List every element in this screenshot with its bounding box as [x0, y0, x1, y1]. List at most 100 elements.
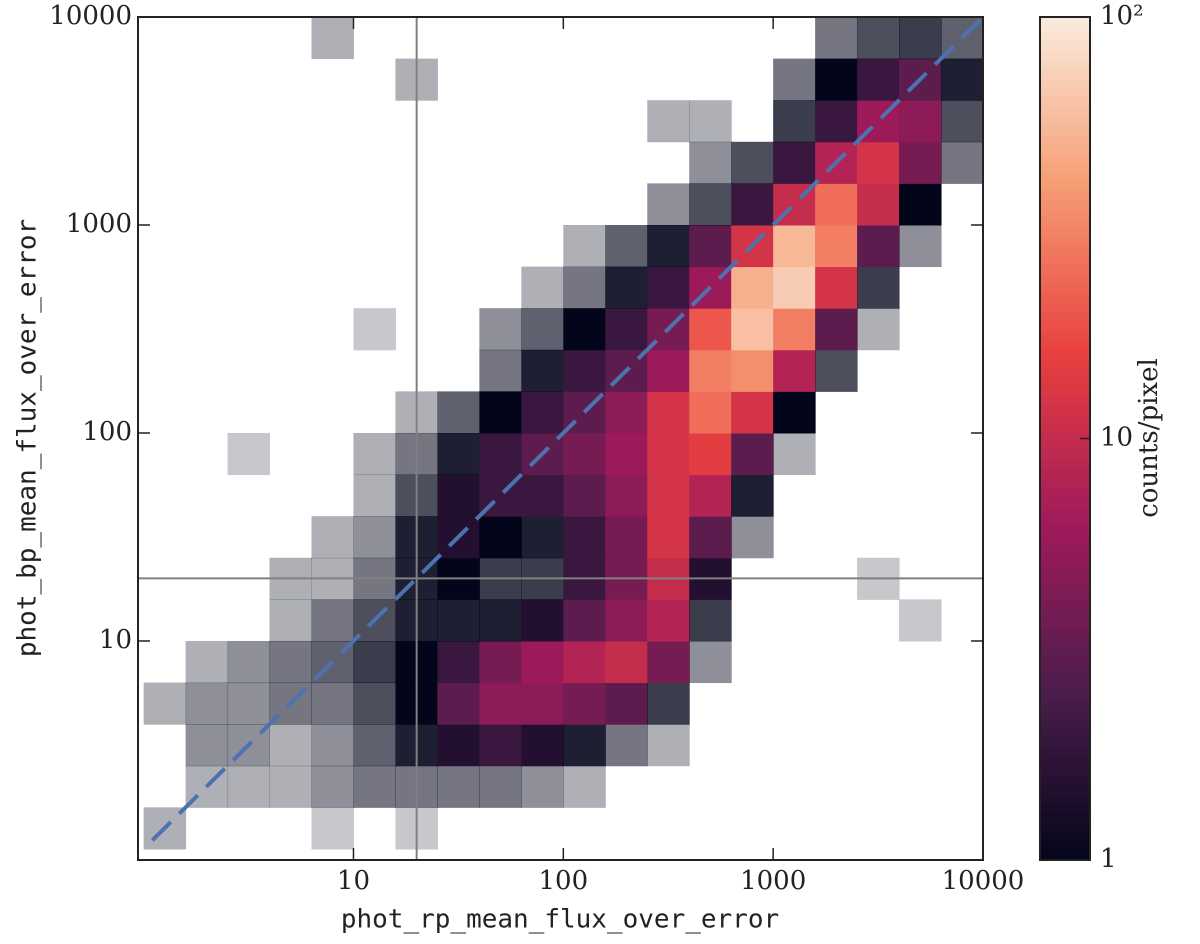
heatmap-cell	[899, 17, 942, 60]
colorbar-segment	[1040, 290, 1090, 299]
colorbar-segment	[1040, 803, 1090, 812]
heatmap-cell	[563, 432, 606, 476]
heatmap-cell	[731, 183, 774, 226]
colorbar-segment	[1040, 389, 1090, 397]
heatmap-cell	[857, 58, 900, 101]
heatmap-cell	[815, 308, 858, 351]
colorbar-segment	[1040, 796, 1090, 805]
heatmap-cell	[773, 141, 816, 184]
heatmap-cell	[563, 266, 606, 309]
heatmap-cell	[311, 516, 354, 559]
colorbar-segment	[1040, 852, 1090, 861]
heatmap-cell	[731, 266, 774, 309]
colorbar-segment	[1040, 17, 1090, 25]
colorbar-tick-label: 1	[1100, 844, 1117, 874]
heatmap-cell	[689, 391, 732, 434]
heatmap-cell	[353, 432, 396, 476]
heatmap-cell	[479, 391, 522, 434]
heatmap-cell	[605, 432, 648, 476]
colorbar-segment	[1040, 31, 1090, 39]
heatmap-cell	[773, 308, 816, 351]
heatmap-cell	[605, 724, 648, 767]
heatmap-cell	[521, 765, 564, 808]
colorbar-segment	[1040, 382, 1090, 390]
reference-line	[150, 15, 985, 842]
colorbar-segment	[1040, 115, 1090, 123]
heatmap-cell	[563, 224, 606, 268]
colorbar-segment	[1040, 283, 1090, 292]
heatmap-cell	[605, 308, 648, 351]
heatmap-cell	[899, 141, 942, 184]
heatmap-cell	[227, 432, 271, 476]
heatmap-cell	[521, 308, 564, 351]
heatmap-cell	[689, 141, 732, 184]
colorbar-segment	[1040, 733, 1090, 742]
heatmap-cell	[185, 724, 229, 767]
colorbar-segment	[1040, 550, 1090, 559]
heatmap-cell	[899, 599, 942, 642]
heatmap-cell	[269, 599, 313, 642]
heatmap-cell	[563, 308, 606, 351]
x-tick-label: 1000	[740, 866, 806, 896]
colorbar-segment	[1040, 621, 1090, 629]
colorbar-segment	[1040, 466, 1090, 475]
colorbar-segment	[1040, 656, 1090, 664]
x-tick-label: 10000	[942, 866, 1025, 896]
colorbar-segment	[1040, 810, 1090, 819]
colorbar-segment	[1040, 431, 1090, 440]
colorbar-segment	[1040, 691, 1090, 700]
heatmap-cell	[773, 266, 816, 309]
colorbar-segment	[1040, 403, 1090, 411]
x-tick-label: 10	[337, 866, 370, 896]
colorbar-segment	[1040, 220, 1090, 229]
heatmap-cell	[437, 474, 480, 517]
colorbar-segment	[1040, 564, 1090, 573]
y-tick-label: 10000	[49, 1, 132, 31]
colorbar-segment	[1040, 438, 1090, 447]
heatmap-cell	[563, 516, 606, 559]
colorbar	[1040, 17, 1090, 861]
colorbar-segment	[1040, 143, 1090, 152]
heatmap-cell	[437, 724, 480, 767]
heatmap-cell	[773, 391, 816, 434]
colorbar-segment	[1040, 831, 1090, 840]
heatmap-cell	[311, 807, 354, 850]
heatmap-cell	[647, 599, 690, 642]
heatmap-cell	[521, 349, 564, 392]
colorbar-segment	[1040, 593, 1090, 601]
colorbar-segment	[1040, 108, 1090, 116]
heatmap-cell	[899, 183, 942, 226]
colorbar-segment	[1040, 24, 1090, 32]
heatmap-cell	[479, 308, 522, 351]
colorbar-segment	[1040, 522, 1090, 531]
colorbar-segment	[1040, 136, 1090, 145]
heatmap-cell	[479, 724, 522, 767]
heatmap-cell	[647, 391, 690, 434]
heatmap-cell	[521, 682, 564, 725]
heatmap-cell	[731, 474, 774, 517]
colorbar-segment	[1040, 368, 1090, 376]
heatmap-cell	[689, 432, 732, 476]
colorbar-segment	[1040, 571, 1090, 580]
heatmap-cell	[227, 640, 271, 684]
heatmap-cell	[521, 474, 564, 517]
colorbar-segment	[1040, 248, 1090, 257]
heatmap-cell	[143, 682, 187, 725]
colorbar-segment	[1040, 789, 1090, 798]
plot-frame	[137, 16, 984, 861]
colorbar-segment	[1040, 726, 1090, 735]
x-axis-label: phot_rp_mean_flux_over_error	[341, 905, 779, 935]
colorbar-segment	[1040, 375, 1090, 383]
colorbar-segment	[1040, 712, 1090, 721]
colorbar-segment	[1040, 614, 1090, 622]
colorbar-segment	[1040, 234, 1090, 243]
y-tick-label: 1000	[66, 209, 132, 239]
heatmap-cell	[941, 141, 984, 184]
heatmap-cell	[731, 432, 774, 476]
heatmap-cell	[815, 58, 858, 101]
colorbar-segment	[1040, 101, 1090, 109]
colorbar-segment	[1040, 698, 1090, 707]
y-tick-label: 100	[82, 417, 132, 447]
heatmap-cell	[563, 474, 606, 517]
